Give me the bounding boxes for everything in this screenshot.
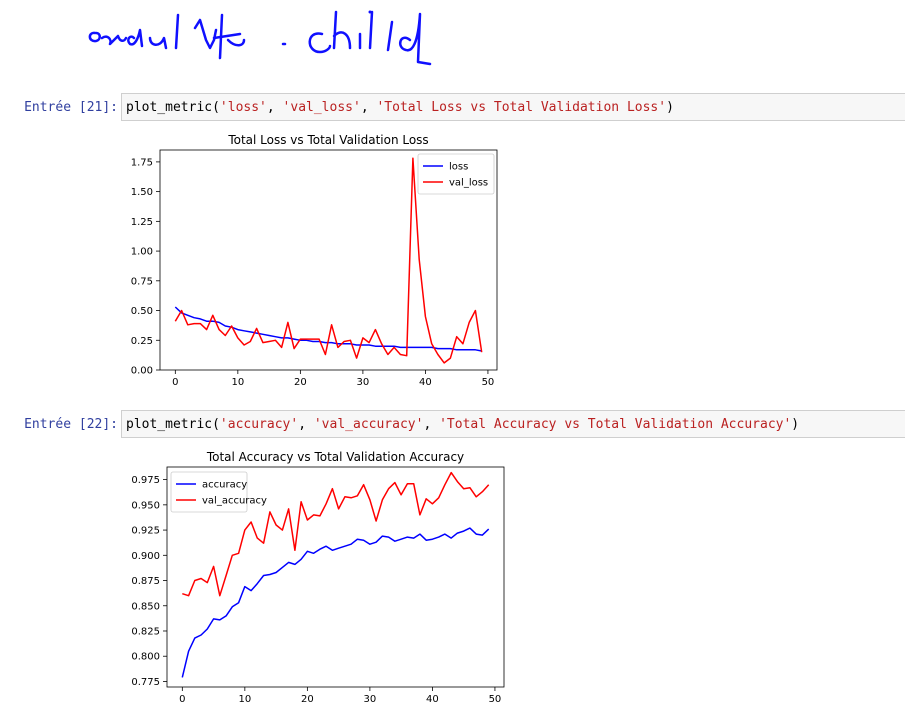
y-tick-label: 1.75 (131, 157, 153, 168)
code-close: ) (666, 100, 674, 115)
x-tick-label: 10 (231, 377, 244, 388)
code-cell-22[interactable]: Entrée [22]: plot_metric('accuracy', 'va… (0, 410, 905, 440)
x-tick-label: 0 (179, 694, 185, 705)
series-line-val_accuracy (182, 471, 490, 597)
x-tick-label: 30 (364, 694, 377, 705)
code-arg: 'accuracy' (219, 417, 299, 432)
y-tick-label: 0.800 (131, 652, 160, 663)
plot-frame (166, 466, 505, 688)
y-tick-label: 0.75 (131, 276, 153, 287)
x-tick-label: 0 (172, 377, 178, 388)
code-input[interactable]: plot_metric('loss', 'val_loss', 'Total L… (121, 93, 905, 121)
plot-frame (159, 149, 498, 371)
y-tick-label: 0.25 (131, 336, 153, 347)
x-tick-label: 20 (294, 377, 307, 388)
y-tick-label: 1.25 (131, 217, 153, 228)
accuracy-chart: Total Accuracy vs Total Validation Accur… (131, 450, 505, 705)
chart-title: Total Accuracy vs Total Validation Accur… (206, 450, 464, 464)
y-tick-label: 0.775 (131, 677, 160, 688)
code-sep: , (423, 417, 440, 432)
y-tick-label: 0.975 (131, 475, 160, 486)
series-line-loss (174, 306, 482, 352)
input-prompt: Entrée [21]: (24, 100, 118, 115)
loss-chart: Total Loss vs Total Validation Loss 0 10 20… (131, 133, 498, 388)
x-tick-label: 40 (426, 694, 439, 705)
x-tick-label: 20 (301, 694, 314, 705)
legend-label-val_accuracy: val_accuracy (202, 496, 267, 507)
code-close: ) (791, 417, 800, 432)
code-arg: 'loss' (219, 100, 267, 115)
code-sep: , (298, 417, 314, 432)
x-tick-label: 50 (482, 377, 495, 388)
y-tick-label: 0.900 (131, 551, 160, 562)
legend-label-accuracy: accuracy (202, 480, 247, 491)
y-tick-label: 0.950 (131, 500, 160, 511)
handwritten-scribble (88, 10, 432, 66)
input-prompt: Entrée [22]: (24, 417, 118, 432)
code-function: plot_metric( (126, 417, 220, 432)
y-tick-label: 0.825 (131, 626, 160, 637)
code-arg: 'val_accuracy' (313, 417, 424, 432)
code-arg: 'Total Accuracy vs Total Validation Accu… (439, 417, 792, 432)
y-tick-label: 0.850 (131, 601, 160, 612)
chart-title: Total Loss vs Total Validation Loss (227, 133, 428, 147)
y-tick-label: 1.00 (131, 247, 153, 258)
y-tick-label: 0.925 (131, 526, 160, 537)
y-tick-label: 0.50 (131, 306, 153, 317)
code-input[interactable]: plot_metric('accuracy', 'val_accuracy', … (121, 410, 905, 438)
code-sep: , (266, 100, 283, 115)
code-arg: 'Total Loss vs Total Validation Loss' (376, 100, 667, 115)
x-tick-label: 50 (489, 694, 502, 705)
y-tick-label: 0.00 (131, 366, 153, 377)
x-tick-label: 30 (357, 377, 370, 388)
legend-label-val_loss: val_loss (449, 178, 488, 189)
code-sep: , (360, 100, 377, 115)
series-line-val_loss (174, 157, 483, 364)
x-tick-label: 10 (238, 694, 251, 705)
legend-box (417, 153, 495, 195)
x-tick-label: 40 (419, 377, 432, 388)
code-cell-21[interactable]: Entrée [21]: plot_metric('loss', 'val_lo… (0, 93, 905, 123)
code-function: plot_metric( (126, 100, 220, 115)
code-arg: 'val_loss' (282, 100, 361, 115)
series-line-accuracy (181, 527, 490, 678)
y-tick-label: 1.50 (131, 187, 153, 198)
legend-label-loss: loss (449, 162, 468, 173)
legend-box (170, 471, 248, 513)
y-tick-label: 0.875 (131, 576, 160, 587)
